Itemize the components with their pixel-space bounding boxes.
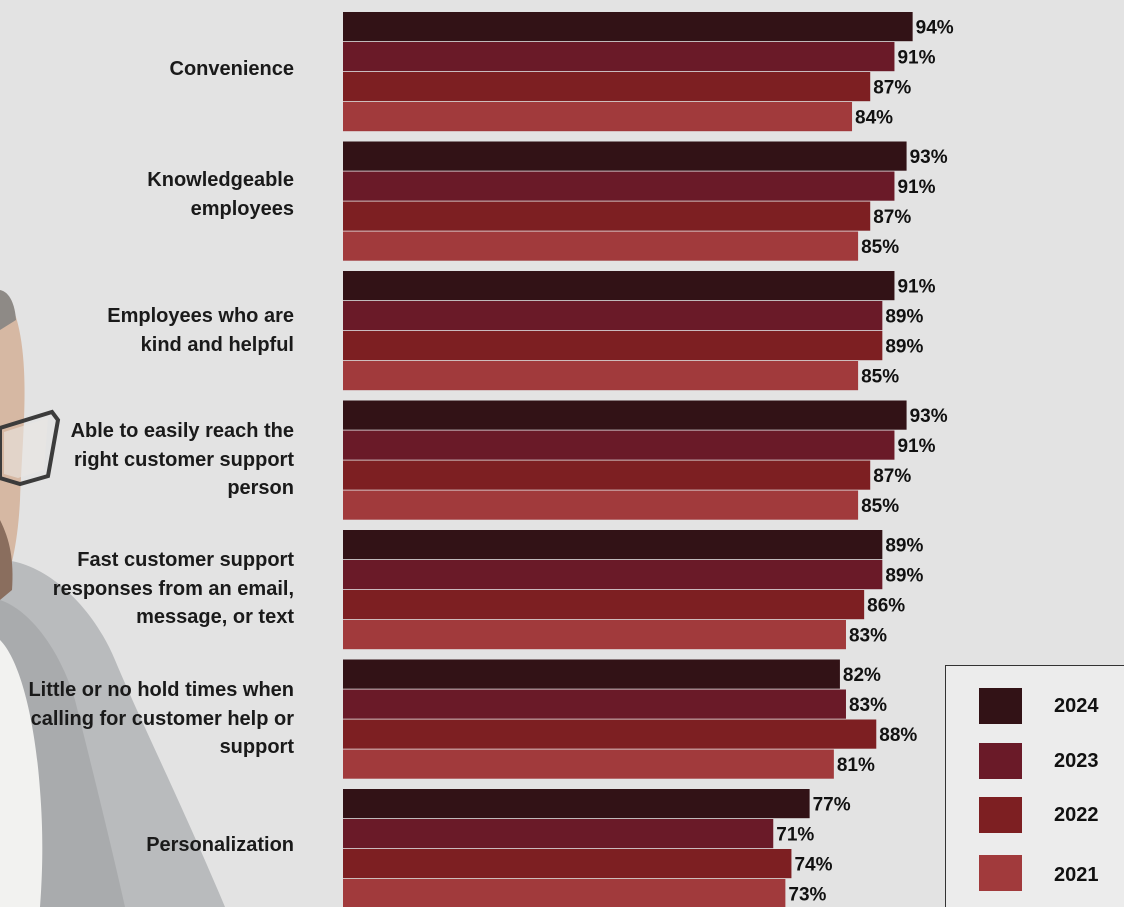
bar-value-label-knowledgeable-2022: 87% bbox=[873, 207, 911, 228]
legend-item-2024: 2024 bbox=[946, 688, 1124, 724]
bar-value-label-able-to-easily-reach-the-2023: 91% bbox=[897, 436, 935, 457]
bar-value-label-personalization-2023: 71% bbox=[776, 825, 814, 846]
bar-value-label-fast-customer-support-2021: 83% bbox=[849, 626, 887, 647]
bar-value-labels: 94% 91% 87% 84% 93% 91% 87% 85% 91% 89% 89% 85% 93% 9… bbox=[776, 18, 954, 906]
person-shirt bbox=[0, 640, 43, 907]
category-label-personalization: Personalization bbox=[146, 834, 294, 856]
bar-value-label-employees-who-are-2024: 91% bbox=[897, 277, 935, 298]
bar-value-label-employees-who-are-2022: 89% bbox=[885, 337, 923, 358]
bar-value-label-little-or-no-hold-times-when-2022: 88% bbox=[879, 725, 917, 746]
bar-value-label-convenience-2023: 91% bbox=[897, 48, 935, 69]
bar-value-label-able-to-easily-reach-the-2024: 93% bbox=[910, 406, 948, 427]
bar-convenience-2023 bbox=[343, 42, 895, 72]
bar-value-label-personalization-2021: 73% bbox=[788, 885, 826, 906]
bar-knowledgeable-2024 bbox=[343, 141, 907, 171]
bar-value-label-fast-customer-support-2024: 89% bbox=[885, 536, 923, 557]
bar-value-label-personalization-2024: 77% bbox=[813, 795, 851, 816]
bar-employees-who-are-2024 bbox=[343, 271, 895, 301]
bar-fast-customer-support-2021 bbox=[343, 620, 846, 650]
legend-label-2023: 2023 bbox=[1054, 750, 1099, 772]
bar-value-label-knowledgeable-2024: 93% bbox=[910, 147, 948, 168]
bar-convenience-2024 bbox=[343, 12, 913, 42]
legend-swatch-2022 bbox=[979, 797, 1022, 833]
legend-swatch-2021 bbox=[979, 855, 1022, 891]
bar-value-label-fast-customer-support-2023: 89% bbox=[885, 566, 923, 587]
legend-item-2023: 2023 bbox=[946, 743, 1124, 779]
bar-value-label-convenience-2022: 87% bbox=[873, 78, 911, 99]
bar-fast-customer-support-2023 bbox=[343, 560, 883, 590]
legend-item-2021: 2021 bbox=[946, 855, 1124, 891]
legend-swatch-2023 bbox=[979, 743, 1022, 779]
bar-able-to-easily-reach-the-2024 bbox=[343, 400, 907, 430]
legend-label-2024: 2024 bbox=[1054, 695, 1099, 717]
bar-little-or-no-hold-times-when-2022 bbox=[343, 719, 877, 749]
bar-value-label-employees-who-are-2023: 89% bbox=[885, 307, 923, 328]
category-label-hold-times: Little or no hold times when calling for … bbox=[28, 679, 294, 758]
bar-convenience-2022 bbox=[343, 72, 871, 102]
legend: 2024 2023 2022 2021 bbox=[945, 665, 1124, 907]
bar-value-label-personalization-2022: 74% bbox=[794, 855, 832, 876]
bar-able-to-easily-reach-the-2021 bbox=[343, 490, 859, 520]
person-glasses bbox=[0, 409, 61, 487]
bars bbox=[343, 12, 913, 907]
bar-little-or-no-hold-times-when-2023 bbox=[343, 689, 846, 719]
bar-fast-customer-support-2024 bbox=[343, 530, 883, 560]
bar-value-label-little-or-no-hold-times-when-2021: 81% bbox=[837, 755, 875, 776]
category-label-fast-responses: Fast customer support responses from an e… bbox=[52, 549, 294, 628]
bar-little-or-no-hold-times-when-2024 bbox=[343, 659, 840, 689]
bar-value-label-employees-who-are-2021: 85% bbox=[861, 367, 899, 388]
category-label-knowledgeable-employees: Knowledgeable employees bbox=[147, 169, 294, 220]
bar-value-label-knowledgeable-2023: 91% bbox=[897, 177, 935, 198]
bar-employees-who-are-2023 bbox=[343, 301, 883, 331]
bar-knowledgeable-2023 bbox=[343, 171, 895, 201]
bar-personalization-2022 bbox=[343, 849, 792, 879]
bar-value-label-little-or-no-hold-times-when-2023: 83% bbox=[849, 695, 887, 716]
legend-label-2021: 2021 bbox=[1054, 864, 1099, 886]
bar-value-label-able-to-easily-reach-the-2022: 87% bbox=[873, 466, 911, 487]
person-photo bbox=[0, 290, 225, 907]
bar-value-label-convenience-2024: 94% bbox=[916, 18, 954, 39]
bar-personalization-2023 bbox=[343, 819, 774, 849]
bar-value-label-convenience-2021: 84% bbox=[855, 108, 893, 129]
bar-fast-customer-support-2022 bbox=[343, 590, 865, 620]
bar-little-or-no-hold-times-when-2021 bbox=[343, 749, 834, 779]
legend-item-2022: 2022 bbox=[946, 797, 1124, 833]
bar-value-label-knowledgeable-2021: 85% bbox=[861, 237, 899, 258]
bar-value-label-able-to-easily-reach-the-2021: 85% bbox=[861, 496, 899, 517]
bar-value-label-fast-customer-support-2022: 86% bbox=[867, 596, 905, 617]
bar-knowledgeable-2022 bbox=[343, 201, 871, 231]
category-label-reach-support-person: Able to easily reach the right customer s… bbox=[70, 420, 294, 499]
bar-personalization-2021 bbox=[343, 879, 786, 907]
bar-employees-who-are-2022 bbox=[343, 331, 883, 361]
bar-convenience-2021 bbox=[343, 102, 853, 132]
bar-able-to-easily-reach-the-2022 bbox=[343, 460, 871, 490]
category-label-kind-and-helpful: Employees who are kind and helpful bbox=[107, 305, 294, 356]
bar-able-to-easily-reach-the-2023 bbox=[343, 430, 895, 460]
bar-employees-who-are-2021 bbox=[343, 361, 859, 391]
bar-knowledgeable-2021 bbox=[343, 231, 859, 261]
bar-personalization-2024 bbox=[343, 789, 810, 819]
legend-swatch-2024 bbox=[979, 688, 1022, 724]
bar-value-label-little-or-no-hold-times-when-2024: 82% bbox=[843, 665, 881, 686]
category-label-convenience: Convenience bbox=[169, 58, 294, 80]
legend-label-2022: 2022 bbox=[1054, 804, 1099, 826]
